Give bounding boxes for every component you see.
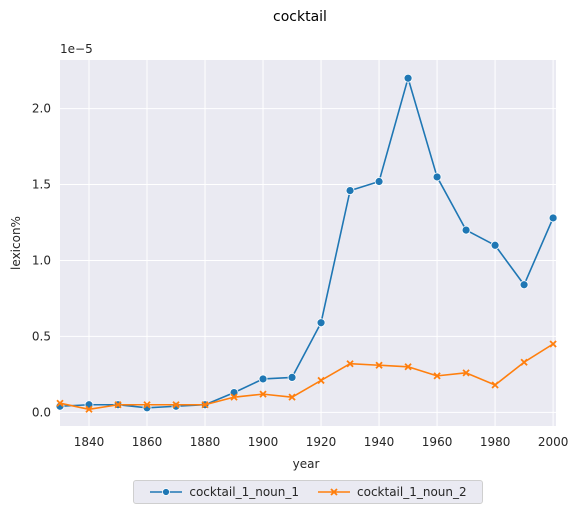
- x-tick-label: 1900: [248, 435, 279, 449]
- x-tick-label: 1960: [422, 435, 453, 449]
- data-point: [549, 340, 557, 348]
- data-point: [432, 172, 442, 182]
- data-point: [172, 401, 180, 409]
- data-point: [461, 225, 471, 235]
- x-tick-label: 1980: [480, 435, 511, 449]
- y-tick-label: 0.5: [32, 329, 51, 343]
- y-tick-label: 1.0: [32, 253, 51, 267]
- data-point: [345, 186, 355, 196]
- series-layer: [55, 73, 558, 413]
- data-point: [258, 374, 268, 384]
- legend: cocktail_1_noun_1 cocktail_1_noun_2: [133, 480, 483, 504]
- data-point: [85, 405, 93, 413]
- grid: [60, 60, 556, 426]
- series-2: [56, 340, 557, 413]
- data-point: [374, 177, 384, 186]
- data-point: [404, 363, 412, 371]
- data-point: [230, 393, 238, 401]
- data-point: [143, 401, 151, 409]
- y-tick-label: 1.5: [32, 178, 51, 192]
- series-line-1: [59, 77, 554, 409]
- x-axis-ticks: 1840 1860 1880 1900 1920 1940 1960 1980 2000: [74, 435, 569, 449]
- legend-label-series-1: cocktail_1_noun_1: [189, 485, 299, 499]
- series-line-2: [59, 343, 554, 411]
- data-point: [462, 369, 470, 377]
- x-tick-label: 1880: [190, 435, 221, 449]
- data-point: [259, 390, 267, 398]
- data-point: [201, 401, 209, 409]
- data-point: [491, 381, 499, 389]
- data-point: [403, 73, 413, 83]
- data-point: [520, 358, 528, 366]
- legend-swatch-series-1: [150, 488, 183, 496]
- data-point: [317, 376, 325, 385]
- legend-swatch-series-2: [318, 488, 350, 496]
- x-tick-label: 1860: [132, 435, 163, 449]
- legend-item-series-2: cocktail_1_noun_2: [317, 485, 467, 499]
- x-tick-label: 1940: [364, 435, 395, 449]
- legend-label-series-2: cocktail_1_noun_2: [357, 485, 467, 499]
- data-point: [114, 401, 122, 409]
- data-point: [346, 360, 354, 368]
- y-axis-label: lexicon%: [9, 216, 23, 270]
- data-point: [519, 280, 529, 290]
- y-axis-ticks: 0.0 0.5 1.0 1.5 2.0: [32, 102, 51, 420]
- x-tick-label: 1920: [306, 435, 337, 449]
- data-point: [490, 240, 500, 250]
- data-point: [316, 318, 326, 328]
- legend-item-series-1: cocktail_1_noun_1: [149, 485, 299, 499]
- plot-area: [60, 60, 556, 426]
- y-offset-label: 1e−5: [60, 42, 93, 56]
- y-tick-label: 2.0: [32, 102, 51, 116]
- data-point: [287, 373, 297, 382]
- data-point: [375, 361, 383, 369]
- data-point: [433, 372, 441, 380]
- x-axis-label: year: [293, 457, 320, 471]
- x-tick-label: 1840: [74, 435, 105, 449]
- x-tick-label: 2000: [538, 435, 569, 449]
- data-point: [171, 401, 181, 411]
- data-point: [548, 213, 558, 223]
- data-point: [56, 399, 64, 407]
- y-tick-label: 0.0: [32, 405, 51, 419]
- data-point: [288, 393, 296, 401]
- chart-title: cocktail: [273, 9, 327, 25]
